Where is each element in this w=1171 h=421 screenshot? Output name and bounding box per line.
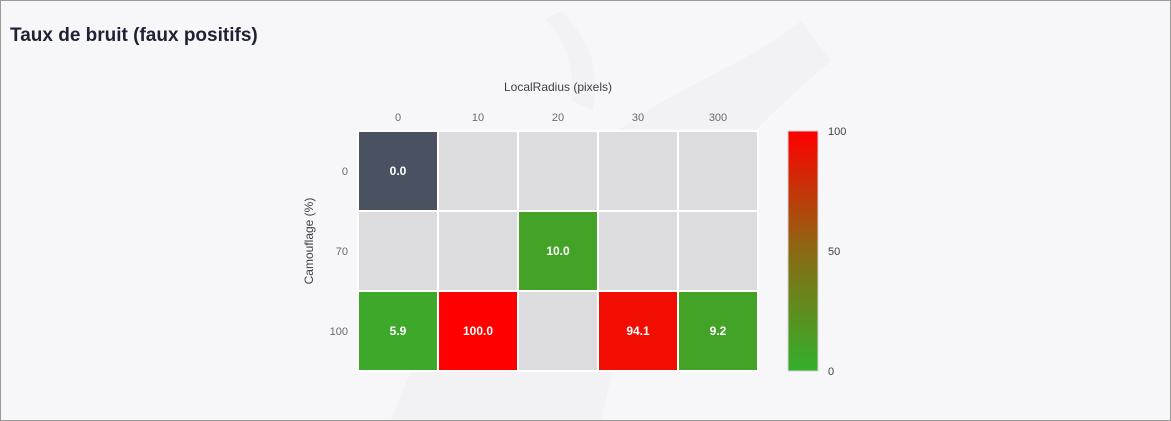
- y-axis-title: Camouflage (%): [302, 198, 316, 285]
- colorbar-gradient: [787, 130, 819, 372]
- heatmap-cell-70-300: [677, 210, 759, 292]
- heatmap-cell-100-10: [437, 290, 519, 372]
- colorbar-tick-label: 100: [828, 126, 846, 138]
- heatmap-cell-0-10: [437, 130, 519, 212]
- heatmap-cell-100-0: [357, 290, 439, 372]
- heatmap-cell-100-20: [517, 290, 599, 372]
- chart-title: Taux de bruit (faux positifs): [10, 25, 258, 46]
- heatmap-cell-labels: 0.0 10.0 5.9 100.0 94.1 9.2: [390, 164, 727, 338]
- y-tick-label: 100: [330, 326, 348, 338]
- y-tick-label: 0: [342, 166, 348, 178]
- colorbar: 100 50 0: [787, 126, 846, 378]
- cell-value-label: 94.1: [626, 324, 650, 338]
- cell-value-label: 0.0: [390, 164, 407, 178]
- heatmap-cell-70-30: [597, 210, 679, 292]
- heatmap-cell-0-30: [597, 130, 679, 212]
- heatmap-cell-0-300: [677, 130, 759, 212]
- heatmap-cell-0-20: [517, 130, 599, 212]
- cell-value-label: 100.0: [463, 324, 493, 338]
- x-tick-label: 20: [552, 112, 564, 124]
- x-tick-labels: 0 10 20 30 300: [395, 112, 727, 124]
- x-tick-label: 0: [395, 112, 401, 124]
- x-tick-label: 300: [709, 112, 727, 124]
- heatmap-cell-100-300: [677, 290, 759, 372]
- colorbar-tick-label: 50: [828, 246, 840, 258]
- y-tick-label: 70: [336, 246, 348, 258]
- heatmap-cell-70-0: [357, 210, 439, 292]
- heatmap-cells: [357, 130, 759, 372]
- cell-value-label: 10.0: [546, 244, 570, 258]
- cell-value-label: 9.2: [710, 324, 727, 338]
- heatmap-cell-0-0: [357, 130, 439, 212]
- x-tick-label: 30: [632, 112, 644, 124]
- cell-value-label: 5.9: [390, 324, 407, 338]
- colorbar-tick-label: 0: [828, 366, 834, 378]
- y-tick-labels: 0 70 100: [330, 166, 348, 338]
- x-axis-title: LocalRadius (pixels): [504, 80, 612, 94]
- heatmap-cell-70-10: [437, 210, 519, 292]
- x-tick-label: 10: [472, 112, 484, 124]
- colorbar-tick-labels: 100 50 0: [828, 126, 846, 378]
